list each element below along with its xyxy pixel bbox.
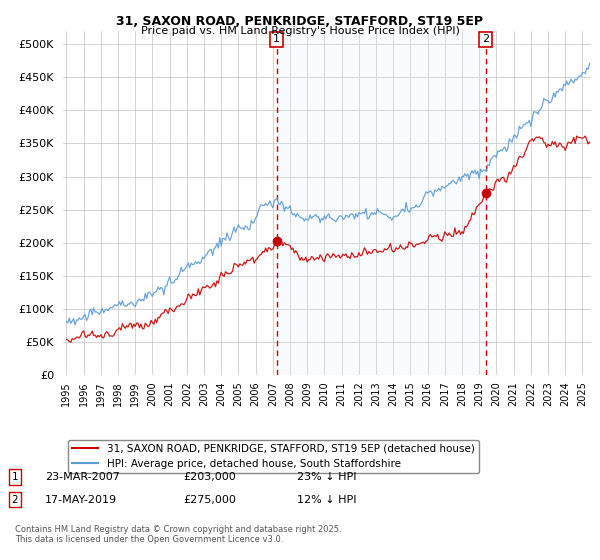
Text: 1: 1 <box>11 472 19 482</box>
Text: 17-MAY-2019: 17-MAY-2019 <box>45 494 117 505</box>
Text: Contains HM Land Registry data © Crown copyright and database right 2025.
This d: Contains HM Land Registry data © Crown c… <box>15 525 341 544</box>
Text: £275,000: £275,000 <box>183 494 236 505</box>
Text: 12% ↓ HPI: 12% ↓ HPI <box>297 494 356 505</box>
Legend: 31, SAXON ROAD, PENKRIDGE, STAFFORD, ST19 5EP (detached house), HPI: Average pri: 31, SAXON ROAD, PENKRIDGE, STAFFORD, ST1… <box>68 440 479 473</box>
Text: 2: 2 <box>482 34 490 44</box>
Text: 2: 2 <box>11 494 19 505</box>
Text: 23% ↓ HPI: 23% ↓ HPI <box>297 472 356 482</box>
Text: 31, SAXON ROAD, PENKRIDGE, STAFFORD, ST19 5EP: 31, SAXON ROAD, PENKRIDGE, STAFFORD, ST1… <box>116 15 484 28</box>
Text: Price paid vs. HM Land Registry's House Price Index (HPI): Price paid vs. HM Land Registry's House … <box>140 26 460 36</box>
Text: £203,000: £203,000 <box>183 472 236 482</box>
Text: 1: 1 <box>273 34 280 44</box>
Text: 23-MAR-2007: 23-MAR-2007 <box>45 472 120 482</box>
Bar <box>277 31 486 375</box>
